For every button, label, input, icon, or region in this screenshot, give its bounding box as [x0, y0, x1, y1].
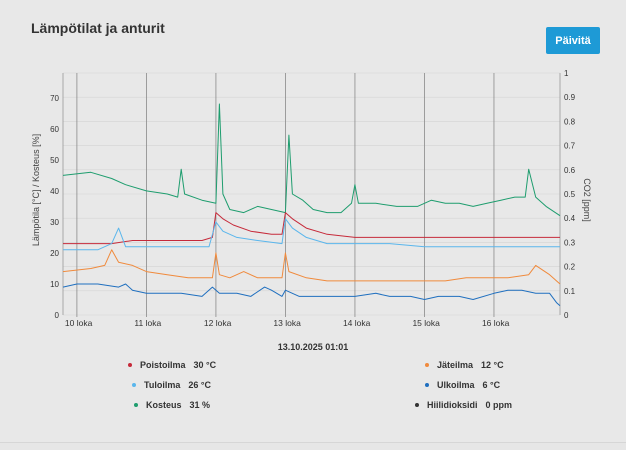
legend-label: Hiilidioksidi [427, 400, 478, 410]
y-tick-label-right: 0.7 [564, 142, 576, 151]
legend-tuloilma[interactable]: Tuloilma 26 °C [132, 380, 211, 390]
legend-label: Poistoilma [140, 360, 186, 370]
legend-jateilma[interactable]: Jäteilma 12 °C [425, 360, 504, 370]
legend-marker-icon [132, 383, 136, 387]
series-line-jteilma [62, 249, 561, 285]
x-tick-label: 12 loka [204, 318, 232, 328]
y-tick-label-right: 0.8 [564, 117, 576, 126]
legend-marker-icon [425, 383, 429, 387]
legend-poistoilma[interactable]: Poistoilma 30 °C [128, 360, 216, 370]
x-tick-label: 13 loka [273, 318, 301, 328]
y-tick-label-right: 0.5 [564, 190, 576, 199]
legend-value: 31 % [189, 400, 211, 410]
x-tick-label: 11 loka [134, 318, 161, 328]
x-tick-label: 14 loka [343, 318, 371, 328]
legend-marker-icon [134, 403, 138, 407]
y-tick-label-left: 40 [50, 187, 59, 196]
y-tick-label-left: 60 [50, 125, 59, 134]
legend-hiilidioksidi[interactable]: Hiilidioksidi 0 ppm [415, 400, 512, 410]
x-axis-ticks: 10 loka 11 loka 12 loka 13 loka 14 loka 15 lo… [65, 318, 510, 328]
y-tick-label-right: 0.4 [564, 214, 576, 223]
sensor-chart[interactable]: 0 10 20 30 40 50 60 70 0 0.1 0.2 0.3 0.4 0.5 0.6 0.7 0.… [0, 0, 626, 340]
y-tick-label-left: 50 [50, 156, 59, 165]
legend-label: Ulkoilma [437, 380, 475, 390]
y-tick-label-left: 30 [50, 218, 59, 227]
legend-marker-icon [415, 403, 419, 407]
legend-value: 12 °C [481, 360, 504, 370]
y-tick-label-left: 10 [50, 280, 59, 289]
chart-series [62, 103, 561, 307]
refresh-button[interactable]: Päivitä [546, 27, 600, 54]
left-axis-label: Lämpötila [°C] / Kosteus [%] [31, 134, 41, 246]
right-axis-label: CO2 [ppm] [582, 178, 592, 222]
legend-value: 30 °C [193, 360, 217, 370]
y-tick-label-left: 70 [50, 94, 59, 103]
panel-title: Lämpötilat ja anturit [31, 20, 165, 36]
legend-marker-icon [425, 363, 429, 367]
legend-value: 26 °C [188, 380, 211, 390]
legend-marker-icon [128, 363, 132, 367]
y-tick-label-left: 20 [50, 249, 59, 258]
y-tick-label-right: 0 [564, 311, 569, 320]
right-axis-ticks: 0 0.1 0.2 0.3 0.4 0.5 0.6 0.7 0.8 0.9 1 [564, 69, 576, 320]
legend-value: 0 ppm [485, 400, 513, 410]
chart-grid [62, 72, 561, 316]
x-tick-label: 15 loka [412, 318, 440, 328]
y-tick-label-right: 0.1 [564, 287, 576, 296]
legend-value: 6 °C [482, 380, 501, 390]
legend-label: Tuloilma [144, 380, 181, 390]
series-line-poistoilma [63, 212, 560, 245]
x-tick-label: 10 loka [65, 318, 93, 328]
left-axis-ticks: 0 10 20 30 40 50 60 70 [50, 94, 59, 320]
legend-ulkoilma[interactable]: Ulkoilma 6 °C [425, 380, 500, 390]
y-tick-label-right: 0.2 [564, 263, 576, 272]
chart-timestamp: 13.10.2025 01:01 [277, 342, 349, 352]
y-tick-label-right: 0.3 [564, 238, 576, 247]
y-tick-label-right: 0.6 [564, 166, 576, 175]
legend-label: Jäteilma [437, 360, 474, 370]
legend-kosteus[interactable]: Kosteus 31 % [134, 400, 210, 410]
y-tick-label-right: 0.9 [564, 93, 576, 102]
x-tick-label: 16 loka [482, 318, 510, 328]
series-line-kosteus [62, 103, 561, 217]
y-tick-label-right: 1 [564, 69, 569, 78]
series-line-tuloilma [63, 218, 560, 251]
legend-label: Kosteus [146, 400, 182, 410]
y-tick-label-left: 0 [55, 311, 60, 320]
series-line-ulkoilma [62, 283, 561, 307]
